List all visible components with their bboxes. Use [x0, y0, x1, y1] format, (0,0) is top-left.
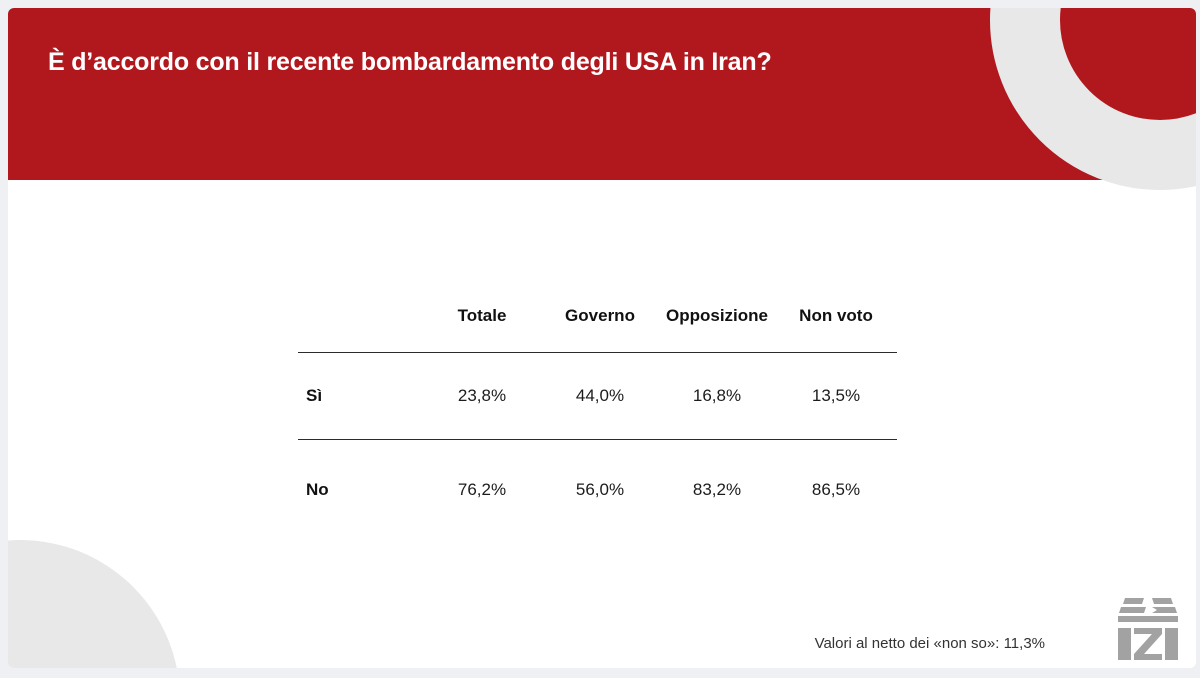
column-header-non-voto: Non voto	[799, 305, 873, 325]
slide: È d’accordo con il recente bombardamento…	[8, 8, 1196, 668]
slide-title: È d’accordo con il recente bombardamento…	[48, 48, 772, 76]
column-header-governo: Governo	[565, 305, 635, 325]
decor-circle-bottom-left	[8, 540, 180, 668]
row-label-no: No	[306, 480, 329, 499]
value-no-non-voto: 86,5%	[811, 480, 861, 499]
value-no-opposizione: 83,2%	[692, 480, 742, 499]
column-header-totale: Totale	[457, 305, 507, 325]
table-header-row: Totale Governo Opposizione Non voto	[298, 279, 897, 352]
column-header-opposizione: Opposizione	[666, 305, 768, 325]
value-no-governo: 56,0%	[575, 480, 625, 499]
footnote: Valori al netto dei «non so»: 11,3%	[814, 635, 1045, 652]
izi-logo-icon	[1118, 598, 1178, 660]
izi-logo	[1118, 598, 1178, 660]
table-row-no: No 76,2% 56,0% 83,2% 86,5%	[298, 439, 897, 540]
table-row-si: Sì 23,8% 44,0% 16,8% 13,5%	[298, 352, 897, 439]
value-si-opposizione: 16,8%	[692, 386, 742, 405]
value-si-governo: 44,0%	[575, 386, 625, 405]
value-si-totale: 23,8%	[457, 386, 507, 405]
results-table: Totale Governo Opposizione Non voto Sì 2…	[298, 279, 897, 540]
value-si-non-voto: 13,5%	[811, 386, 861, 405]
value-no-totale: 76,2%	[457, 480, 507, 499]
row-label-si: Sì	[306, 386, 323, 405]
